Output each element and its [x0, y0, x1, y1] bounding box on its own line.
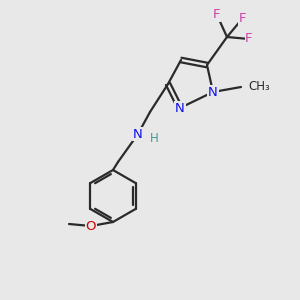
Text: N: N [208, 85, 218, 98]
Text: H: H [150, 131, 158, 145]
Text: CH₃: CH₃ [248, 80, 270, 94]
Text: O: O [86, 220, 96, 232]
Text: N: N [133, 128, 143, 140]
Text: F: F [238, 13, 246, 26]
Text: F: F [245, 32, 253, 46]
Text: F: F [213, 8, 221, 22]
Text: N: N [175, 101, 185, 115]
